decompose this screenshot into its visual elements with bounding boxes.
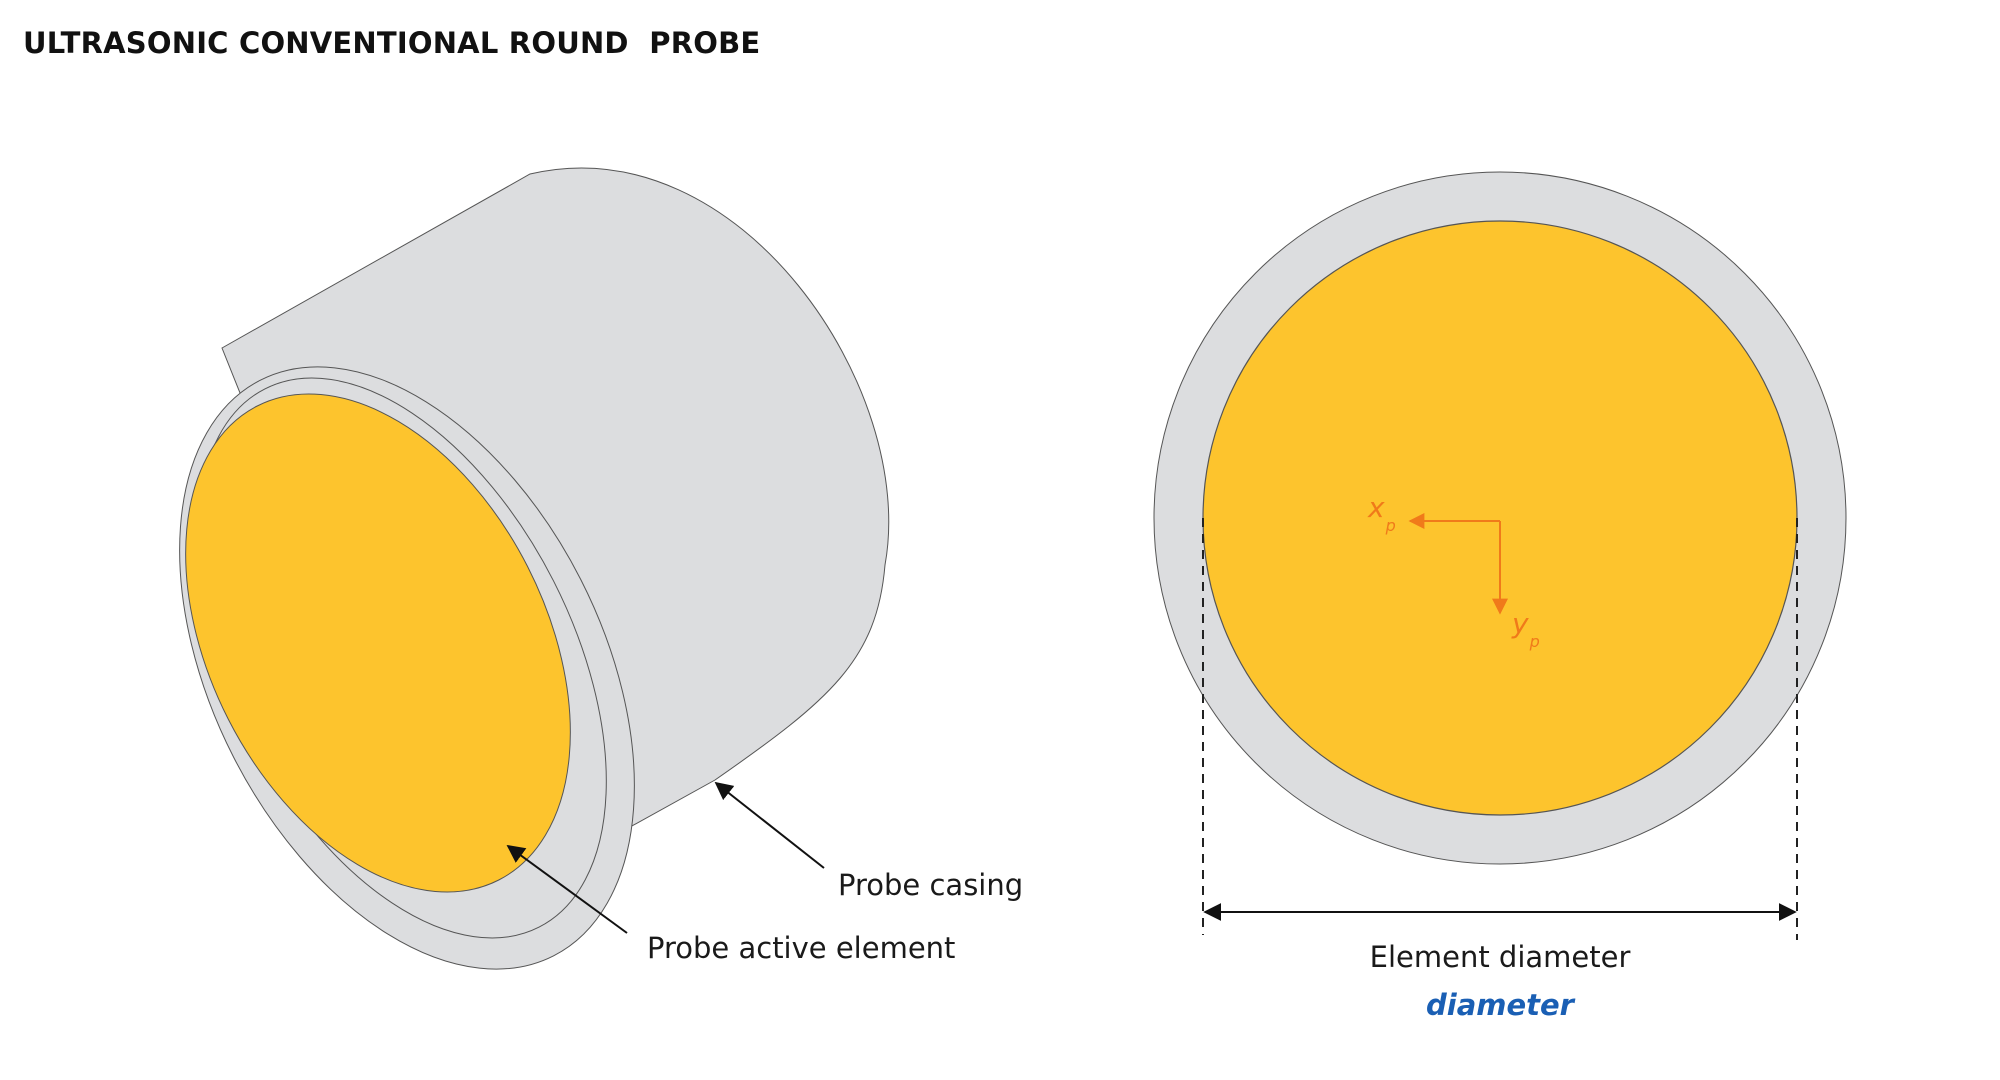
y-axis-label: yp xyxy=(1511,607,1540,651)
element-diameter-label: Element diameter xyxy=(1370,940,1631,974)
diameter-dimension xyxy=(1202,518,1798,940)
y-axis-subscript: p xyxy=(1529,632,1540,651)
x-axis-subscript: p xyxy=(1385,516,1396,535)
x-axis-label: xp xyxy=(1367,491,1396,535)
probe-casing-label: Probe casing xyxy=(838,868,1023,902)
x-axis-letter: x xyxy=(1367,491,1385,524)
probe-active-element-leader xyxy=(506,844,628,934)
probe-active-element-circle xyxy=(1202,220,1798,816)
probe-active-element-label: Probe active element xyxy=(647,931,955,965)
diameter-parameter-label: diameter xyxy=(1426,988,1576,1022)
probe-3d-view xyxy=(179,167,890,970)
probe-local-axes: xp yp xyxy=(1367,491,1540,651)
page-title: ULTRASONIC CONVENTIONAL ROUND PROBE xyxy=(23,26,761,60)
probe-casing-leader xyxy=(714,781,825,869)
probe-front-view xyxy=(1153,171,1847,865)
y-axis-letter: y xyxy=(1511,607,1529,640)
probe-active-element-3d xyxy=(185,393,571,893)
